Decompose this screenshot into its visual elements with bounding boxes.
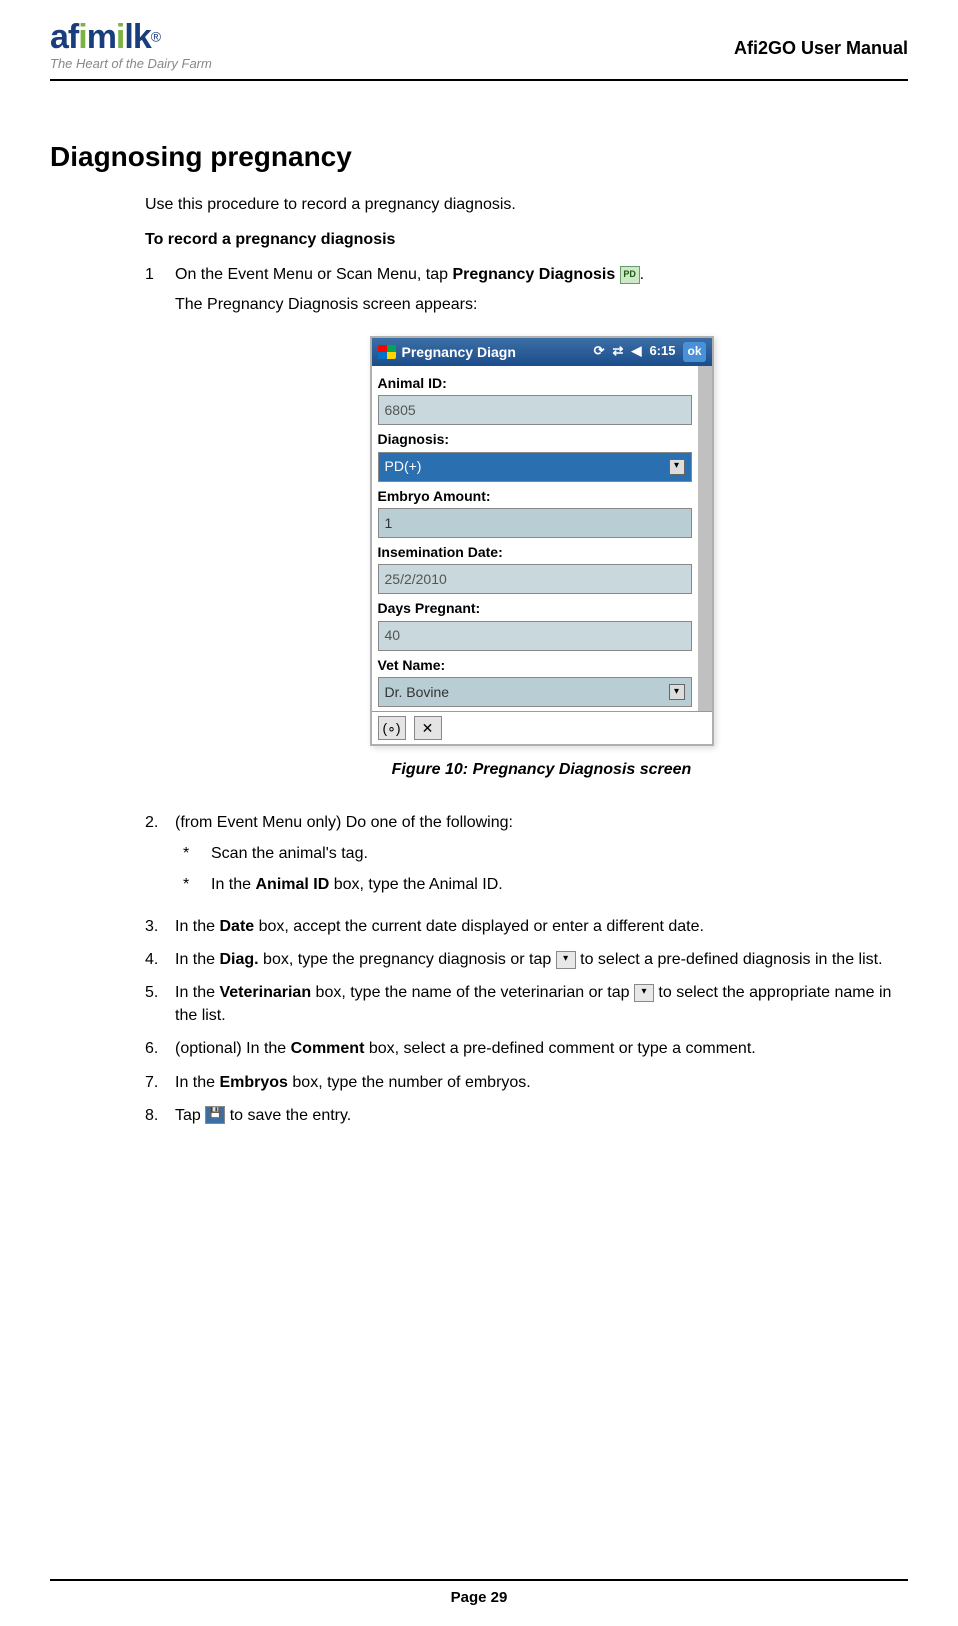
step-1-after: The Pregnancy Diagnosis screen appears: bbox=[175, 293, 908, 316]
step-2-sub-b: * In the Animal ID box, type the Animal … bbox=[183, 873, 908, 896]
animal-id-value: 6805 bbox=[385, 400, 416, 420]
page-number: Page 29 bbox=[451, 1589, 508, 1606]
figure-caption: Figure 10: Pregnancy Diagnosis screen bbox=[175, 758, 908, 781]
bottombar-button-2[interactable]: ✕ bbox=[414, 716, 442, 740]
step-7-a: In the bbox=[175, 1074, 219, 1091]
step-2-sub-a-text: Scan the animal's tag. bbox=[211, 842, 368, 865]
step-1-text-a: On the Event Menu or Scan Menu, tap bbox=[175, 266, 453, 283]
step-1-bold: Pregnancy Diagnosis bbox=[453, 266, 620, 283]
step-7: 7. In the Embryos box, type the number o… bbox=[145, 1071, 908, 1094]
step-3-b: box, accept the current date displayed o… bbox=[254, 918, 704, 935]
speaker-icon[interactable]: ◀ bbox=[631, 342, 641, 361]
sync-icon[interactable]: ⟳ bbox=[594, 342, 605, 361]
step-6-bold: Comment bbox=[291, 1040, 365, 1057]
step-5-number: 5. bbox=[145, 981, 175, 1027]
step-5-a: In the bbox=[175, 984, 219, 1001]
insemination-date-value: 25/2/2010 bbox=[385, 569, 447, 589]
manual-title: Afi2GO User Manual bbox=[734, 20, 908, 59]
start-icon[interactable] bbox=[378, 345, 396, 359]
step-6-b: box, select a pre-defined comment or typ… bbox=[364, 1040, 755, 1057]
step-6-number: 6. bbox=[145, 1037, 175, 1060]
bullet-asterisk: * bbox=[183, 842, 211, 865]
diagnosis-value: PD(+) bbox=[385, 456, 422, 476]
ok-button[interactable]: ok bbox=[683, 342, 705, 361]
step-8-b: to save the entry. bbox=[225, 1107, 351, 1124]
animal-id-label: Animal ID: bbox=[378, 373, 692, 393]
mock-scrollbar[interactable] bbox=[698, 366, 712, 711]
step-2-sub-b-b: box, type the Animal ID. bbox=[329, 876, 502, 893]
step-4-b: box, type the pregnancy diagnosis or tap bbox=[259, 951, 556, 968]
step-2-sub-b-bold: Animal ID bbox=[255, 876, 329, 893]
clock-text: 6:15 bbox=[649, 342, 675, 361]
embryo-amount-value: 1 bbox=[385, 513, 393, 533]
step-5-b: box, type the name of the veterinarian o… bbox=[311, 984, 634, 1001]
bullet-asterisk: * bbox=[183, 873, 211, 896]
mock-title: Pregnancy Diagn bbox=[402, 342, 516, 362]
section-title: Diagnosing pregnancy bbox=[50, 141, 908, 173]
mock-titlebar: Pregnancy Diagn ⟳ ⇄ ◀ 6:15 ok bbox=[372, 338, 712, 366]
dropdown-icon: ▾ bbox=[634, 984, 654, 1002]
step-4: 4. In the Diag. box, type the pregnancy … bbox=[145, 948, 908, 971]
pregnancy-diagnosis-icon: PD bbox=[620, 266, 640, 284]
page-header: afimilk® The Heart of the Dairy Farm Afi… bbox=[50, 20, 908, 81]
days-pregnant-value: 40 bbox=[385, 625, 401, 645]
step-8: 8. Tap 💾 to save the entry. bbox=[145, 1104, 908, 1127]
step-7-b: box, type the number of embryos. bbox=[288, 1074, 531, 1091]
step-1-number: 1 bbox=[145, 263, 175, 801]
step-3-number: 3. bbox=[145, 915, 175, 938]
chevron-down-icon[interactable]: ▾ bbox=[669, 684, 685, 700]
bottombar-button-1[interactable]: (∘) bbox=[378, 716, 406, 740]
logo-registered: ® bbox=[151, 29, 161, 45]
step-1: 1 On the Event Menu or Scan Menu, tap Pr… bbox=[145, 263, 908, 801]
step-3-bold: Date bbox=[219, 918, 254, 935]
step-1-period: . bbox=[640, 266, 644, 283]
step-6-a: (optional) In the bbox=[175, 1040, 291, 1057]
mock-bottombar: (∘) ✕ bbox=[372, 711, 712, 744]
embryo-amount-input[interactable]: 1 bbox=[378, 508, 692, 538]
vet-name-label: Vet Name: bbox=[378, 655, 692, 675]
intro-text: Use this procedure to record a pregnancy… bbox=[145, 193, 908, 216]
network-icon[interactable]: ⇄ bbox=[613, 342, 624, 361]
step-8-number: 8. bbox=[145, 1104, 175, 1127]
step-7-number: 7. bbox=[145, 1071, 175, 1094]
step-6: 6. (optional) In the Comment box, select… bbox=[145, 1037, 908, 1060]
step-8-a: Tap bbox=[175, 1107, 205, 1124]
step-5-bold: Veterinarian bbox=[219, 984, 311, 1001]
vet-name-value: Dr. Bovine bbox=[385, 682, 450, 702]
logo-text: afimilk bbox=[50, 18, 151, 56]
diagnosis-dropdown[interactable]: PD(+) ▾ bbox=[378, 452, 692, 482]
step-4-c: to select a pre-defined diagnosis in the… bbox=[576, 951, 883, 968]
save-icon: 💾 bbox=[205, 1106, 225, 1124]
days-pregnant-label: Days Pregnant: bbox=[378, 598, 692, 618]
step-2-sub-b-a: In the bbox=[211, 876, 255, 893]
page-footer: Page 29 bbox=[50, 1579, 908, 1606]
step-3: 3. In the Date box, accept the current d… bbox=[145, 915, 908, 938]
step-7-bold: Embryos bbox=[219, 1074, 287, 1091]
brand-logo: afimilk® The Heart of the Dairy Farm bbox=[50, 20, 212, 71]
step-3-a: In the bbox=[175, 918, 219, 935]
step-5: 5. In the Veterinarian box, type the nam… bbox=[145, 981, 908, 1027]
animal-id-input[interactable]: 6805 bbox=[378, 395, 692, 425]
vet-name-dropdown[interactable]: Dr. Bovine ▾ bbox=[378, 677, 692, 707]
step-2-text: (from Event Menu only) Do one of the fol… bbox=[175, 814, 513, 831]
diagnosis-label: Diagnosis: bbox=[378, 429, 692, 449]
step-2-sub-a: * Scan the animal's tag. bbox=[183, 842, 908, 865]
days-pregnant-input[interactable]: 40 bbox=[378, 621, 692, 651]
dropdown-icon: ▾ bbox=[556, 951, 576, 969]
step-4-bold: Diag. bbox=[219, 951, 258, 968]
step-4-number: 4. bbox=[145, 948, 175, 971]
step-2: 2. (from Event Menu only) Do one of the … bbox=[145, 811, 908, 905]
step-2-number: 2. bbox=[145, 811, 175, 905]
screenshot-figure: Pregnancy Diagn ⟳ ⇄ ◀ 6:15 ok bbox=[175, 336, 908, 746]
insemination-date-input[interactable]: 25/2/2010 bbox=[378, 564, 692, 594]
sub-heading: To record a pregnancy diagnosis bbox=[145, 228, 908, 251]
embryo-amount-label: Embryo Amount: bbox=[378, 486, 692, 506]
logo-tagline: The Heart of the Dairy Farm bbox=[50, 56, 212, 71]
insemination-date-label: Insemination Date: bbox=[378, 542, 692, 562]
chevron-down-icon[interactable]: ▾ bbox=[669, 459, 685, 475]
mock-device-screen: Pregnancy Diagn ⟳ ⇄ ◀ 6:15 ok bbox=[370, 336, 714, 746]
step-4-a: In the bbox=[175, 951, 219, 968]
